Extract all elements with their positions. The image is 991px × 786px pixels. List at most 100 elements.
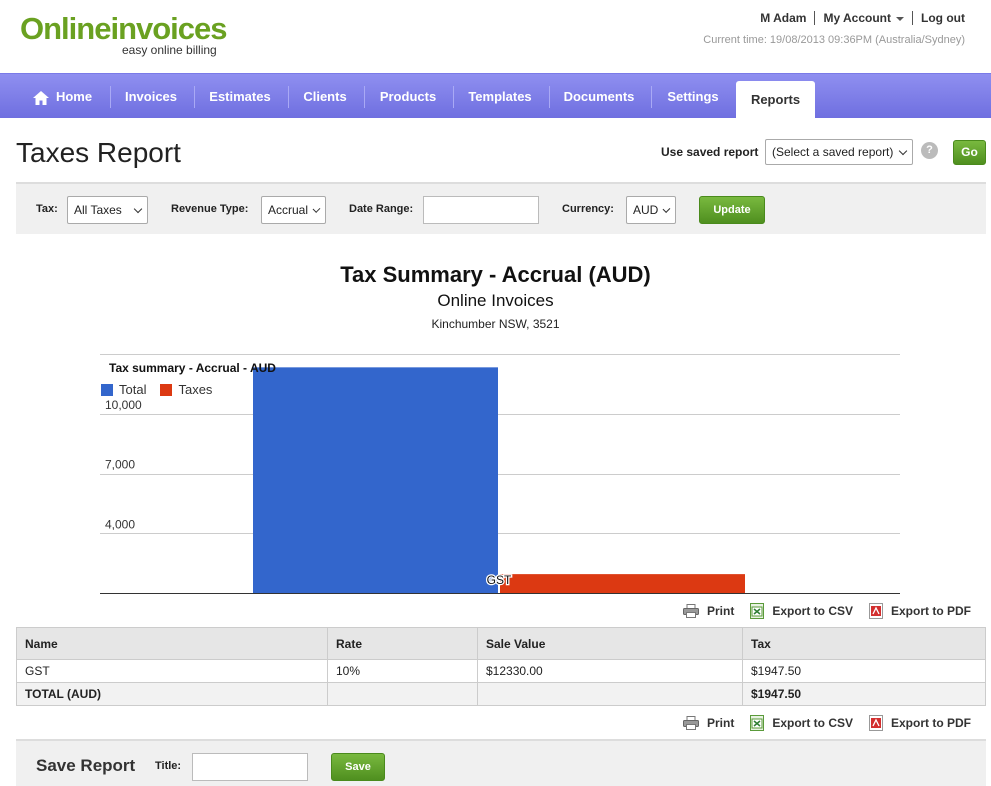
filter-bar: Tax: All Taxes Revenue Type: Accrual Dat… [16, 182, 986, 234]
nav-estimates[interactable]: Estimates [209, 89, 271, 104]
total-tax: $1947.50 [742, 682, 986, 706]
tax-value: All Taxes [74, 203, 122, 217]
caret-down-icon [896, 16, 905, 21]
chevron-down-icon [133, 204, 143, 213]
export-pdf-link[interactable]: Export to PDF [869, 603, 971, 619]
nav-documents[interactable]: Documents [563, 89, 635, 104]
logo[interactable]: Onlineinvoices easy online billing [20, 11, 228, 58]
user-links: M Adam My Account Log out [760, 11, 965, 25]
nav-divider [110, 86, 111, 108]
legend-item-total: Total [101, 382, 146, 397]
divider [912, 11, 914, 25]
nav-divider [364, 86, 365, 108]
logo-online: Online [20, 11, 111, 46]
update-button[interactable]: Update [699, 196, 765, 224]
save-title-input[interactable] [192, 753, 308, 781]
user-name: M Adam [760, 11, 807, 25]
cell-tax: $1947.50 [742, 659, 986, 683]
total-label: TOTAL (AUD) [16, 682, 328, 706]
revenue-type-select[interactable]: Accrual [261, 196, 326, 224]
date-range-input[interactable] [423, 196, 539, 224]
chart-title: Tax summary - Accrual - AUD [109, 361, 276, 375]
export-csv-link[interactable]: Export to CSV [750, 603, 853, 619]
chart-legend: Total Taxes [101, 382, 226, 397]
print-label: Print [706, 604, 735, 618]
save-report-heading: Save Report [36, 756, 136, 775]
main-nav: Home Invoices Estimates Clients Products… [0, 73, 991, 119]
export-csv-label: Export to CSV [772, 716, 853, 730]
my-account-menu[interactable]: My Account [823, 11, 905, 25]
date-range-label: Date Range: [349, 203, 414, 215]
tax-select[interactable]: All Taxes [67, 196, 148, 224]
export-row-top: Print Export to CSV Export to PDF [667, 603, 971, 619]
table-total-row: TOTAL (AUD) $1947.50 [16, 682, 986, 706]
nav-home[interactable]: Home [20, 74, 104, 119]
nav-divider [651, 86, 652, 108]
bar-total [253, 367, 498, 593]
col-sale-value: Sale Value [477, 627, 743, 660]
cell-rate: 10% [327, 659, 478, 683]
pdf-icon [869, 715, 883, 731]
nav-clients[interactable]: Clients [303, 89, 347, 104]
chevron-down-icon [898, 146, 908, 155]
print-link[interactable]: Print [682, 716, 735, 730]
save-report-bar: Save Report Title: Save [16, 739, 986, 786]
chevron-down-icon [662, 204, 671, 213]
export-pdf-label: Export to PDF [891, 716, 971, 730]
revenue-type-value: Accrual [268, 203, 309, 217]
revenue-type-label: Revenue Type: [171, 203, 249, 215]
help-icon[interactable]: ? [921, 142, 938, 159]
page-title: Taxes Report [16, 137, 181, 168]
nav-divider [288, 86, 289, 108]
y-tick-label: 4,000 [105, 517, 135, 531]
saved-report-select[interactable]: (Select a saved report) [765, 139, 913, 165]
logout-link[interactable]: Log out [921, 11, 965, 25]
divider [814, 11, 816, 25]
printer-icon [682, 604, 699, 618]
current-time: Current time: 19/08/2013 09:36PM (Austra… [703, 34, 965, 46]
printer-icon [682, 716, 699, 730]
currency-select[interactable]: AUD [626, 196, 676, 224]
nav-invoices[interactable]: Invoices [124, 89, 178, 104]
saved-report-value: (Select a saved report) [772, 145, 894, 159]
table-header-row: Name Rate Sale Value Tax [16, 627, 986, 660]
tax-summary-chart: 10,000 7,000 4,000 GST [100, 354, 900, 594]
my-account-label: My Account [823, 11, 892, 25]
save-title-label: Title: [155, 760, 182, 772]
nav-products[interactable]: Products [379, 89, 437, 104]
report-company: Online Invoices [437, 291, 554, 310]
report-address: Kinchumber NSW, 3521 [431, 317, 560, 331]
export-pdf-link[interactable]: Export to PDF [869, 715, 971, 731]
nav-home-label: Home [55, 89, 93, 104]
col-tax: Tax [742, 627, 986, 660]
nav-templates[interactable]: Templates [468, 89, 532, 104]
legend-swatch-total [101, 383, 113, 396]
col-rate: Rate [327, 627, 478, 660]
home-icon [32, 90, 49, 105]
saved-report-label: Use saved report [661, 145, 759, 159]
print-label: Print [706, 716, 735, 730]
legend-swatch-taxes [160, 383, 173, 396]
legend-label-total: Total [119, 382, 147, 397]
nav-divider [549, 86, 550, 108]
total-sale-value [477, 682, 743, 706]
pdf-icon [869, 603, 883, 619]
nav-reports[interactable]: Reports [736, 81, 815, 119]
total-rate [327, 682, 478, 706]
nav-settings[interactable]: Settings [667, 89, 719, 104]
export-csv-link[interactable]: Export to CSV [750, 715, 853, 731]
print-link[interactable]: Print [682, 604, 735, 618]
export-row-bottom: Print Export to CSV Export to PDF [667, 715, 971, 731]
currency-label: Currency: [562, 203, 614, 215]
category-label: GST [487, 573, 512, 587]
currency-value: AUD [633, 203, 659, 217]
save-button[interactable]: Save [331, 753, 385, 781]
app-header: Onlineinvoices easy online billing M Ada… [0, 0, 991, 73]
tax-label: Tax: [36, 203, 58, 215]
report-title: Tax Summary - Accrual (AUD) [340, 262, 651, 287]
go-button[interactable]: Go [953, 140, 986, 165]
cell-sale-value: $12330.00 [477, 659, 743, 683]
col-name: Name [16, 627, 328, 660]
nav-divider [194, 86, 195, 108]
legend-label-taxes: Taxes [178, 382, 213, 397]
